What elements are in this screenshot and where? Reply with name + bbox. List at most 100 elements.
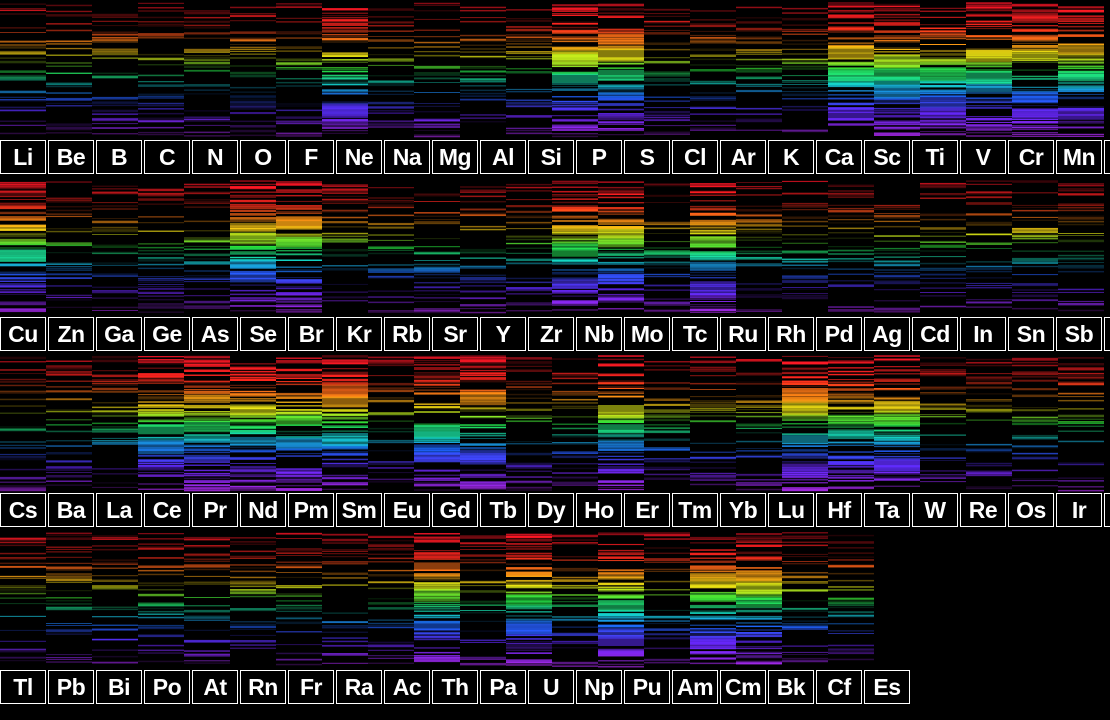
emission-line <box>736 539 782 541</box>
emission-line <box>322 235 368 238</box>
emission-line <box>1012 445 1058 449</box>
emission-line <box>184 650 230 652</box>
emission-line <box>736 609 782 613</box>
element-label-lu: Lu <box>768 493 814 527</box>
emission-line <box>782 553 828 555</box>
emission-line <box>46 82 92 85</box>
emission-line <box>368 206 414 209</box>
emission-line <box>506 104 552 106</box>
emission-line <box>690 207 736 211</box>
emission-line <box>736 209 782 212</box>
emission-line <box>690 120 736 122</box>
emission-line <box>828 31 874 33</box>
emission-line <box>782 108 828 111</box>
emission-line <box>736 440 782 443</box>
emission-line <box>598 549 644 551</box>
emission-line <box>368 126 414 128</box>
spectrum-strip-ca <box>782 7 828 133</box>
emission-line <box>0 40 46 42</box>
emission-line <box>138 406 184 408</box>
emission-line <box>874 276 920 279</box>
emission-line <box>690 451 736 453</box>
emission-line <box>598 181 644 183</box>
emission-line <box>92 387 138 391</box>
emission-line <box>782 48 828 50</box>
spectrum-strip-eu <box>368 356 414 483</box>
emission-band <box>552 279 598 289</box>
emission-line <box>598 595 644 597</box>
emission-line <box>690 619 736 621</box>
emission-line <box>0 577 46 579</box>
emission-line <box>690 83 736 85</box>
emission-line <box>92 245 138 248</box>
emission-line <box>230 594 276 596</box>
emission-line <box>736 533 782 535</box>
emission-line <box>46 213 92 215</box>
emission-line <box>276 62 322 64</box>
emission-band <box>230 436 276 446</box>
emission-line <box>46 228 92 230</box>
emission-line <box>1012 89 1058 91</box>
emission-line <box>414 221 460 223</box>
emission-line <box>966 99 1012 101</box>
emission-line <box>230 426 276 429</box>
emission-line <box>828 579 874 582</box>
emission-line <box>184 384 230 387</box>
emission-line <box>690 306 736 308</box>
emission-line <box>736 17 782 19</box>
emission-line <box>782 371 828 374</box>
emission-line <box>506 464 552 468</box>
emission-line <box>460 373 506 375</box>
emission-line <box>828 411 874 413</box>
emission-line <box>460 408 506 410</box>
emission-line <box>0 108 46 110</box>
emission-line <box>184 363 230 366</box>
emission-line <box>276 631 322 633</box>
emission-line <box>460 590 506 593</box>
emission-line <box>322 209 368 212</box>
emission-line <box>184 261 230 264</box>
emission-line <box>46 11 92 13</box>
emission-line <box>322 577 368 579</box>
emission-line <box>184 440 230 443</box>
emission-line <box>92 415 138 417</box>
emission-line <box>230 191 276 193</box>
emission-line <box>322 93 368 95</box>
emission-line <box>644 662 690 664</box>
emission-line <box>460 424 506 426</box>
emission-line <box>552 240 598 244</box>
emission-line <box>46 409 92 411</box>
emission-line <box>322 89 368 92</box>
emission-line <box>230 596 276 598</box>
emission-line <box>966 393 1012 395</box>
emission-line <box>460 469 506 471</box>
emission-line <box>1058 392 1104 395</box>
emission-line <box>414 51 460 53</box>
emission-line <box>184 434 230 436</box>
emission-line <box>552 543 598 545</box>
emission-line <box>0 361 46 363</box>
emission-line <box>966 196 1012 198</box>
emission-line <box>0 361 46 363</box>
emission-line <box>0 183 46 187</box>
emission-line <box>690 272 736 274</box>
emission-line <box>874 208 920 210</box>
emission-line <box>782 87 828 89</box>
emission-band <box>874 55 920 68</box>
emission-line <box>506 388 552 391</box>
emission-line <box>690 224 736 227</box>
emission-line <box>966 124 1012 127</box>
emission-line <box>368 549 414 551</box>
emission-line <box>920 197 966 199</box>
emission-line <box>552 484 598 486</box>
element-label-ra: Ra <box>336 670 382 704</box>
element-label-pm: Pm <box>288 493 334 527</box>
emission-line <box>368 36 414 37</box>
emission-line <box>828 388 874 391</box>
emission-line <box>46 575 92 578</box>
element-label-ho: Ho <box>576 493 622 527</box>
emission-line <box>368 358 414 360</box>
emission-line <box>92 306 138 309</box>
emission-line <box>276 381 322 383</box>
emission-line <box>874 443 920 445</box>
